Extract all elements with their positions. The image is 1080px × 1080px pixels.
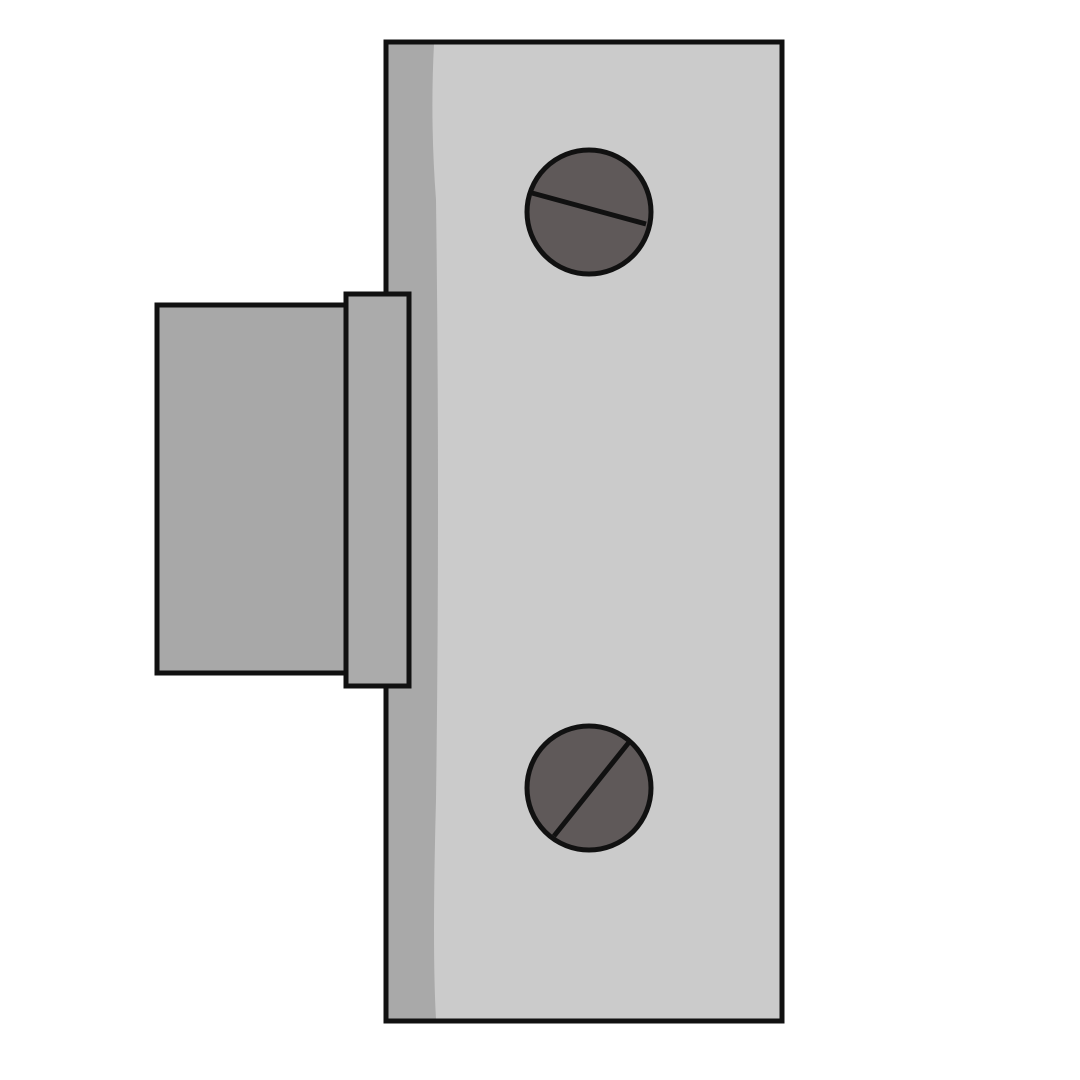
- bolt-flange: [343, 291, 412, 689]
- screw-slot: [531, 190, 647, 227]
- screw-slot: [552, 739, 632, 838]
- screw-bottom: [524, 723, 654, 853]
- plate-shadow-edge: [388, 44, 438, 1019]
- bolt-body: [154, 302, 352, 676]
- screw-head: [524, 147, 654, 277]
- screw-top: [524, 147, 654, 277]
- screw-head: [524, 723, 654, 853]
